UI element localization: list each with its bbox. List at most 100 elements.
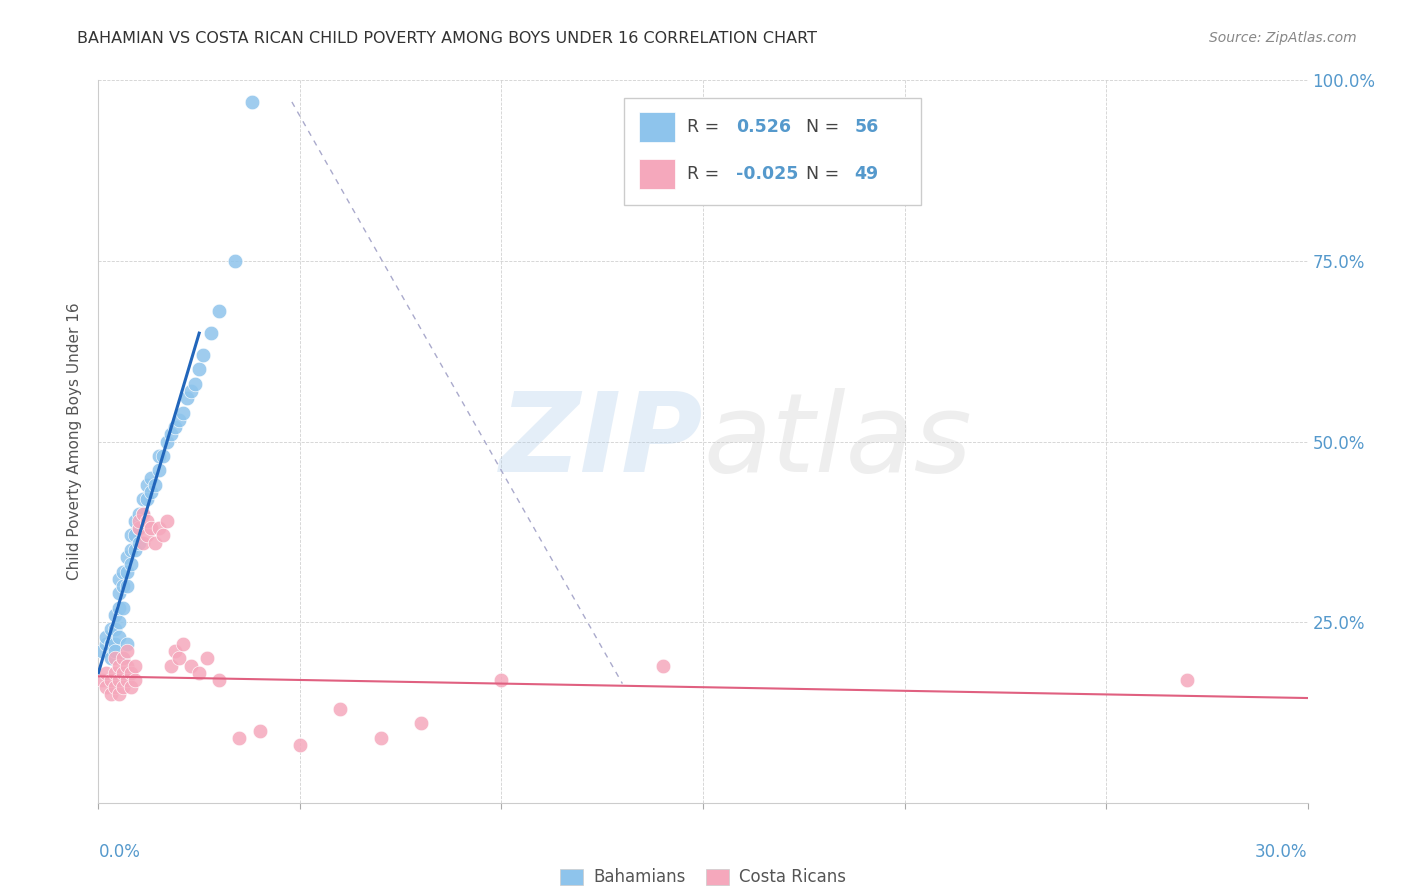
Point xyxy=(128,521,150,535)
Point xyxy=(143,535,166,549)
Text: N =: N = xyxy=(806,119,845,136)
Point xyxy=(163,420,186,434)
Point xyxy=(128,535,150,549)
Point xyxy=(329,702,352,716)
Text: ZIP: ZIP xyxy=(499,388,703,495)
Point xyxy=(107,586,129,600)
Point xyxy=(152,449,174,463)
Point xyxy=(111,651,134,665)
Point xyxy=(120,528,142,542)
Point xyxy=(124,514,146,528)
Point xyxy=(128,521,150,535)
Point xyxy=(132,507,155,521)
Point xyxy=(249,723,271,738)
Point xyxy=(135,514,157,528)
Point xyxy=(120,542,142,557)
Point xyxy=(409,716,432,731)
Point xyxy=(128,514,150,528)
Point xyxy=(115,550,138,565)
Point xyxy=(143,478,166,492)
Text: -0.025: -0.025 xyxy=(735,165,799,183)
Point xyxy=(91,644,114,658)
Point xyxy=(120,680,142,694)
Point xyxy=(103,644,125,658)
Point xyxy=(91,673,114,687)
Point xyxy=(124,673,146,687)
Text: N =: N = xyxy=(806,165,845,183)
Point xyxy=(115,658,138,673)
Legend: Bahamians, Costa Ricans: Bahamians, Costa Ricans xyxy=(554,862,852,892)
Point xyxy=(172,406,194,420)
Point xyxy=(100,623,122,637)
Point xyxy=(107,687,129,701)
Point xyxy=(111,665,134,680)
Point xyxy=(651,658,673,673)
Point xyxy=(139,470,162,484)
Y-axis label: Child Poverty Among Boys Under 16: Child Poverty Among Boys Under 16 xyxy=(67,302,83,581)
Text: BAHAMIAN VS COSTA RICAN CHILD POVERTY AMONG BOYS UNDER 16 CORRELATION CHART: BAHAMIAN VS COSTA RICAN CHILD POVERTY AM… xyxy=(77,31,817,46)
Point xyxy=(152,528,174,542)
Point xyxy=(132,492,155,507)
Point xyxy=(163,644,186,658)
Point xyxy=(156,434,179,449)
Point xyxy=(96,630,118,644)
Point xyxy=(124,528,146,542)
Text: 0.526: 0.526 xyxy=(735,119,790,136)
Point xyxy=(167,651,190,665)
Text: Source: ZipAtlas.com: Source: ZipAtlas.com xyxy=(1209,31,1357,45)
Point xyxy=(96,680,118,694)
Point xyxy=(111,579,134,593)
Point xyxy=(103,637,125,651)
Point xyxy=(167,413,190,427)
Point xyxy=(208,304,231,318)
Point xyxy=(124,542,146,557)
Point xyxy=(111,600,134,615)
Text: 0.0%: 0.0% xyxy=(98,843,141,861)
Point xyxy=(120,558,142,572)
Point xyxy=(107,600,129,615)
Point xyxy=(96,637,118,651)
Point xyxy=(128,507,150,521)
Point xyxy=(100,651,122,665)
Point xyxy=(103,651,125,665)
Point xyxy=(115,565,138,579)
Point xyxy=(135,528,157,542)
Point xyxy=(135,492,157,507)
Point xyxy=(160,658,183,673)
Point xyxy=(228,731,250,745)
Point xyxy=(115,644,138,658)
Point xyxy=(100,673,122,687)
Point xyxy=(115,673,138,687)
Point xyxy=(200,326,222,340)
Point xyxy=(370,731,392,745)
Point xyxy=(115,579,138,593)
Point xyxy=(188,362,211,376)
Point xyxy=(103,623,125,637)
Point xyxy=(111,680,134,694)
Text: R =: R = xyxy=(688,165,725,183)
Point xyxy=(176,391,198,405)
Point xyxy=(208,673,231,687)
Point xyxy=(188,665,211,680)
FancyBboxPatch shape xyxy=(638,112,675,143)
Point xyxy=(1175,673,1198,687)
Point xyxy=(107,673,129,687)
Point xyxy=(160,427,183,442)
Point xyxy=(172,637,194,651)
Point xyxy=(107,630,129,644)
Point xyxy=(195,651,218,665)
Point xyxy=(124,658,146,673)
Text: 56: 56 xyxy=(855,119,879,136)
Text: 30.0%: 30.0% xyxy=(1256,843,1308,861)
Point xyxy=(148,463,170,477)
FancyBboxPatch shape xyxy=(624,98,921,205)
Point xyxy=(115,637,138,651)
Point xyxy=(180,384,202,398)
Point xyxy=(103,607,125,622)
Point xyxy=(120,665,142,680)
Point xyxy=(193,348,215,362)
Point xyxy=(148,449,170,463)
Point xyxy=(180,658,202,673)
Point xyxy=(132,535,155,549)
Point xyxy=(107,658,129,673)
